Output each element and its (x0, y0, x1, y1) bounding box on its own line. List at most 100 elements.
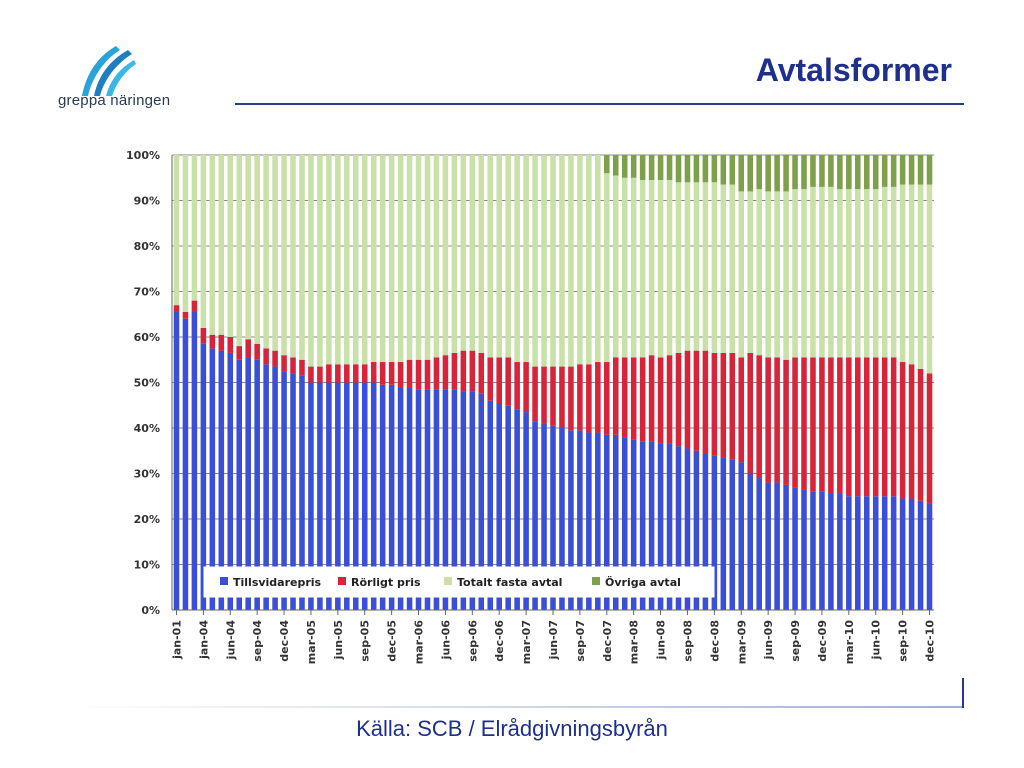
bar-segment (917, 500, 924, 610)
bar-segment (406, 387, 413, 610)
x-tick-label: dec-06 (493, 620, 506, 662)
y-tick-label: 10% (134, 559, 160, 572)
bar-segment (523, 362, 529, 413)
bar-segment (666, 155, 673, 181)
bar-segment (711, 182, 718, 353)
y-tick-label: 90% (134, 195, 160, 208)
legend-label: Rörligt pris (351, 576, 421, 589)
bar-segment (442, 355, 449, 390)
logo-text: greppa näringen (58, 92, 171, 109)
x-tick-label: dec-04 (278, 620, 291, 662)
bar-segment (523, 412, 529, 610)
source-caption: Källa: SCB / Elrådgivningsbyrån (356, 716, 668, 741)
bar-segment (738, 462, 745, 610)
bar-segment (926, 503, 933, 610)
bar-segment (433, 155, 440, 358)
bar-segment (702, 350, 709, 454)
bar-segment (173, 305, 180, 312)
x-tick-label: jun-06 (439, 620, 452, 661)
bar-segment (810, 357, 816, 492)
bar-segment (361, 382, 368, 610)
bar-segment (550, 425, 556, 610)
bar-segment (272, 366, 278, 610)
bar-segment (317, 366, 323, 383)
bar-segment (890, 496, 897, 610)
bar-segment (801, 155, 807, 190)
bar-segment (451, 155, 458, 353)
bar-segment (424, 389, 431, 610)
bar-segment (541, 366, 547, 424)
bar-segment (191, 311, 198, 610)
bar-segment (837, 493, 843, 610)
bar-segment (926, 373, 933, 504)
bar-segment (720, 352, 727, 458)
bar-segment (666, 180, 673, 356)
bar-segment (344, 364, 350, 383)
bar-segment (828, 493, 834, 610)
bar-segment (765, 191, 771, 358)
bar-segment (352, 155, 359, 365)
bar-segment (711, 455, 718, 610)
x-tick-label: jun-05 (332, 620, 345, 660)
bar-segment (684, 155, 691, 183)
bar-segment (630, 155, 637, 178)
bar-segment (648, 180, 655, 356)
bar-segment (792, 487, 798, 610)
bar-segment (568, 430, 574, 610)
bar-segment (415, 155, 422, 360)
bar-segment (326, 382, 332, 610)
bar-segment (872, 189, 879, 358)
bar-segment (774, 191, 780, 358)
x-tick-label: sep-08 (681, 620, 694, 662)
bar-segment (747, 352, 754, 474)
bar-segment (648, 355, 655, 442)
bar-segment (209, 155, 216, 335)
bar-segment (872, 496, 879, 610)
bar-segment (639, 180, 646, 358)
bar-segment (191, 155, 198, 301)
bar-segment (182, 311, 189, 319)
bar-segment (406, 155, 413, 360)
bar-segment (881, 186, 888, 358)
bar-segment (819, 155, 825, 187)
bar-segment (218, 334, 225, 351)
bar-segment (756, 155, 762, 190)
bar-segment (370, 362, 377, 383)
bar-segment (881, 496, 888, 610)
bar-segment (236, 359, 243, 610)
bar-segment (747, 473, 754, 610)
bar-segment (281, 371, 287, 610)
bar-segment (460, 391, 467, 610)
x-tick-label: mar-06 (413, 620, 426, 665)
bar-segment (675, 155, 682, 183)
bars-layer (173, 155, 933, 610)
x-tick-label: dec-10 (924, 620, 937, 662)
bar-segment (908, 364, 915, 499)
bar-segment (505, 405, 511, 610)
bar-segment (657, 357, 664, 444)
bar-segment (388, 155, 395, 363)
bar-segment (828, 155, 834, 187)
legend-swatch (220, 577, 228, 585)
x-tick-label: mar-05 (305, 620, 318, 664)
bar-segment (621, 155, 628, 178)
bar-segment (621, 437, 628, 610)
x-tick-label: dec-08 (708, 620, 721, 662)
bar-segment (469, 391, 476, 610)
y-tick-label: 20% (134, 513, 160, 526)
bar-segment (344, 382, 350, 610)
legend-label: Övriga avtal (605, 575, 681, 589)
bar-segment (792, 189, 798, 358)
bar-segment (424, 359, 431, 390)
bar-segment (863, 155, 870, 190)
y-tick-label: 100% (126, 149, 160, 162)
x-tick-label: mar-07 (520, 620, 533, 664)
bar-segment (299, 155, 305, 360)
bar-segment (846, 189, 852, 358)
bar-segment (290, 155, 296, 358)
x-tick-label: jun-10 (870, 620, 883, 661)
bar-segment (559, 155, 565, 367)
y-tick-label: 70% (134, 286, 160, 299)
title-divider (235, 103, 964, 105)
bar-segment (846, 357, 852, 497)
